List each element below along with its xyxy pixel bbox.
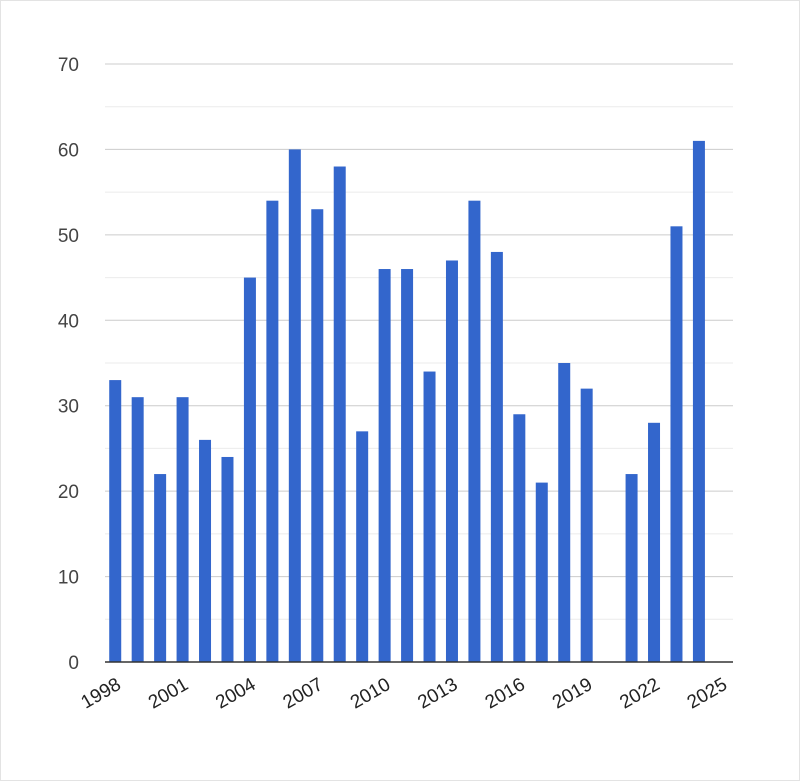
bar-1999 (131, 397, 144, 662)
bar-2002 (199, 439, 212, 662)
x-tick-label: 2013 (414, 674, 461, 713)
bar-2006 (288, 149, 301, 662)
bar-2021 (625, 474, 638, 662)
bar-2017 (535, 482, 548, 662)
bar-2022 (648, 422, 661, 662)
x-tick-label: 2025 (684, 674, 731, 713)
x-tick-label: 2019 (549, 674, 596, 713)
bar-2005 (266, 200, 279, 662)
y-tick-label: 20 (58, 482, 79, 503)
x-tick-label: 2010 (347, 674, 394, 713)
x-tick-label: 1998 (78, 674, 125, 713)
x-tick-label: 2022 (616, 674, 663, 713)
bar-2018 (558, 363, 571, 662)
y-tick-label: 30 (58, 397, 79, 418)
bar-2009 (356, 431, 369, 662)
x-tick-label: 2001 (145, 674, 192, 713)
y-tick-label: 70 (58, 55, 79, 76)
bar-2012 (423, 371, 436, 662)
y-tick-label: 10 (58, 568, 79, 589)
x-tick-label: 2004 (212, 674, 259, 714)
x-tick-label: 2007 (280, 674, 327, 713)
bar-2011 (401, 269, 414, 662)
bar-2024 (692, 140, 705, 662)
bar-2019 (580, 388, 593, 662)
x-axis-ticks: 1998 2001 2004 2007 2010 2013 2016 2019 2022 2025 (78, 674, 731, 714)
y-tick-label: 40 (58, 311, 79, 332)
bar-2008 (333, 166, 346, 662)
bar-2013 (445, 260, 458, 662)
bar-2023 (670, 226, 683, 663)
bar-2010 (378, 269, 391, 662)
bar-2004 (243, 277, 256, 662)
x-tick-label: 2016 (482, 674, 529, 713)
bar-2016 (513, 414, 526, 662)
y-tick-label: 50 (58, 226, 79, 247)
bar-2003 (221, 456, 234, 662)
y-axis-ticks: 0 10 20 30 40 50 60 70 (58, 55, 79, 674)
bar-2001 (176, 397, 189, 662)
bar-1998 (109, 380, 122, 662)
y-tick-label: 60 (58, 140, 79, 161)
bar-2000 (154, 474, 167, 662)
bar-2015 (490, 251, 503, 662)
bar-2007 (311, 209, 324, 662)
y-tick-label: 0 (68, 653, 79, 674)
bars (109, 140, 705, 663)
bar-2014 (468, 200, 481, 662)
